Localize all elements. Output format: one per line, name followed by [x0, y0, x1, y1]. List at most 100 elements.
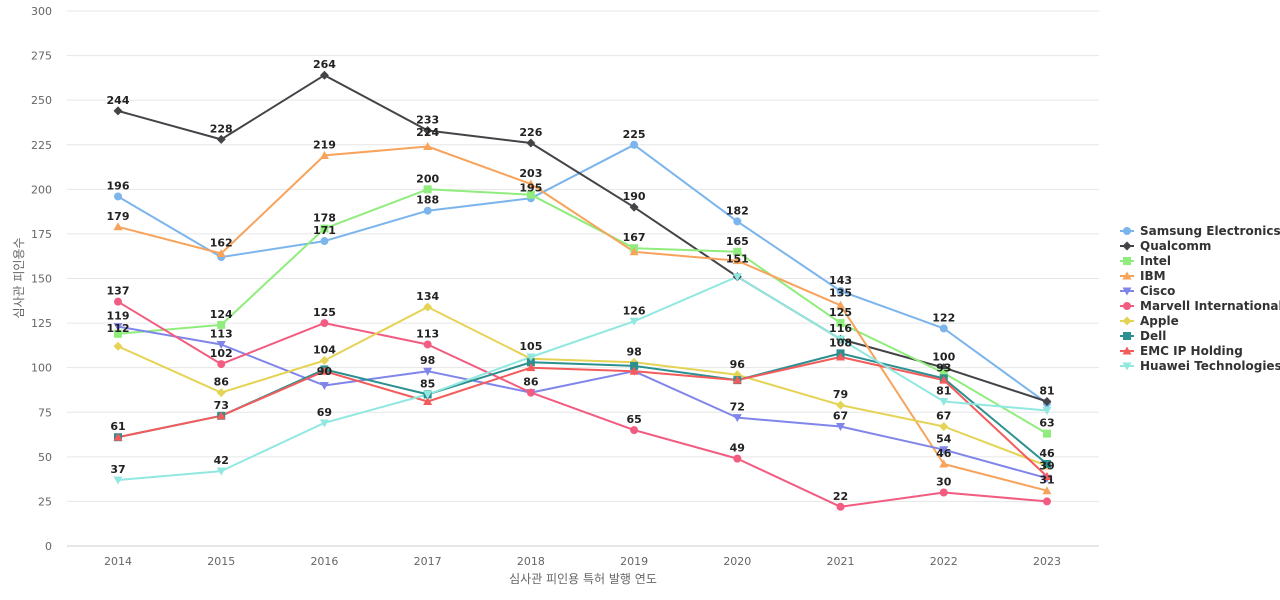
data-label: 135: [829, 286, 852, 299]
series-line: [117, 300, 1048, 508]
data-label: 100: [932, 351, 955, 364]
data-point: [113, 476, 123, 485]
y-axis: 0 25 50 75 100 125 150 175 200 225 250 275 300: [31, 5, 52, 553]
data-point: [217, 320, 226, 329]
data-label: 69: [317, 406, 332, 419]
data-label: 37: [110, 463, 125, 476]
data-point: [319, 70, 329, 80]
data-point: [319, 366, 329, 375]
data-point: [423, 142, 433, 151]
y-tick-label: 0: [45, 540, 52, 553]
legend-item: EMC IP Holding: [1120, 344, 1243, 358]
data-point: [733, 217, 742, 226]
legend-item: Huawei Technologies: [1120, 359, 1280, 373]
series-line: [117, 74, 1048, 403]
data-point: [423, 302, 433, 312]
data-point: [1042, 397, 1052, 407]
data-point: [939, 459, 949, 468]
data-label: 228: [210, 122, 233, 135]
data-label: 65: [626, 413, 641, 426]
legend: Samsung ElectronicsQualcommIntelIBMCisco…: [1120, 224, 1280, 373]
data-label: 119: [107, 310, 130, 323]
data-point: [114, 329, 122, 338]
data-label: 113: [210, 327, 233, 340]
legend-label: EMC IP Holding: [1140, 344, 1243, 358]
data-point: [732, 273, 742, 282]
data-label: 203: [519, 167, 542, 180]
data-point: [836, 286, 845, 295]
data-label: 98: [420, 354, 435, 367]
data-point: [629, 317, 639, 326]
data-point: [423, 340, 432, 349]
data-point: [732, 256, 742, 265]
data-point: [630, 140, 639, 149]
y-tick-label: 150: [31, 273, 52, 286]
series-line: [117, 306, 1048, 467]
data-label: 124: [210, 308, 233, 321]
data-label: 105: [519, 340, 542, 353]
data-label: 195: [519, 181, 542, 194]
data-label: 108: [829, 336, 852, 349]
data-point: [216, 411, 226, 420]
legend-label: Cisco: [1140, 284, 1175, 298]
data-point: [320, 237, 329, 246]
data-point: [319, 150, 329, 159]
legend-label: Huawei Technologies: [1140, 359, 1280, 373]
legend-label: Marvell International: [1140, 299, 1280, 313]
data-label: 134: [416, 290, 439, 303]
data-label: 22: [833, 490, 848, 503]
legend-label: Qualcomm: [1140, 239, 1211, 253]
data-point: [630, 361, 639, 370]
data-point: [113, 432, 123, 441]
legend-item: Qualcomm: [1120, 239, 1211, 253]
data-point: [423, 367, 433, 376]
data-point: [526, 190, 535, 199]
data-point: [320, 224, 329, 233]
y-tick-label: 100: [31, 362, 52, 375]
y-axis-title: 심사관 피인용수: [12, 237, 26, 318]
legend-label: Intel: [1140, 254, 1171, 268]
data-label: 143: [829, 274, 852, 287]
data-point: [114, 192, 122, 201]
legend-item: Marvell International: [1120, 299, 1280, 313]
data-point: [113, 323, 123, 332]
data-point: [836, 300, 846, 309]
data-point: [939, 422, 949, 432]
legend-label: Samsung Electronics: [1140, 224, 1280, 238]
data-point: [216, 249, 226, 258]
x-tick-label: 2015: [207, 555, 235, 568]
y-tick-label: 250: [31, 94, 52, 107]
data-point: [526, 363, 536, 372]
data-point: [836, 502, 845, 511]
data-label: 182: [726, 204, 749, 217]
data-label: 46: [936, 447, 952, 460]
data-label: 72: [730, 401, 745, 414]
data-label: 264: [313, 58, 336, 71]
data-point: [629, 366, 639, 375]
y-tick-label: 225: [31, 139, 52, 152]
y-tick-label: 125: [31, 317, 52, 330]
series-line: [117, 143, 1048, 405]
data-point: [217, 360, 226, 369]
data-point: [216, 388, 226, 398]
x-tick-label: 2021: [827, 555, 855, 568]
data-label: 113: [416, 327, 439, 340]
data-point: [423, 397, 433, 406]
data-label: 171: [313, 224, 336, 237]
data-point: [1042, 471, 1052, 480]
legend-label: IBM: [1140, 269, 1166, 283]
data-label: 125: [829, 306, 852, 319]
data-label: 188: [416, 194, 439, 207]
data-point: [423, 125, 433, 135]
series-line: [117, 188, 1048, 435]
data-point: [732, 414, 742, 423]
data-label: 90: [317, 365, 333, 378]
legend-marker: [1122, 241, 1132, 251]
x-axis-title: 심사관 피인용 특허 발행 연도: [509, 571, 657, 586]
data-point: [732, 375, 742, 384]
data-label: 54: [936, 433, 952, 446]
data-label: 125: [313, 306, 336, 319]
x-tick-label: 2022: [930, 555, 958, 568]
series-lines: [117, 74, 1048, 508]
